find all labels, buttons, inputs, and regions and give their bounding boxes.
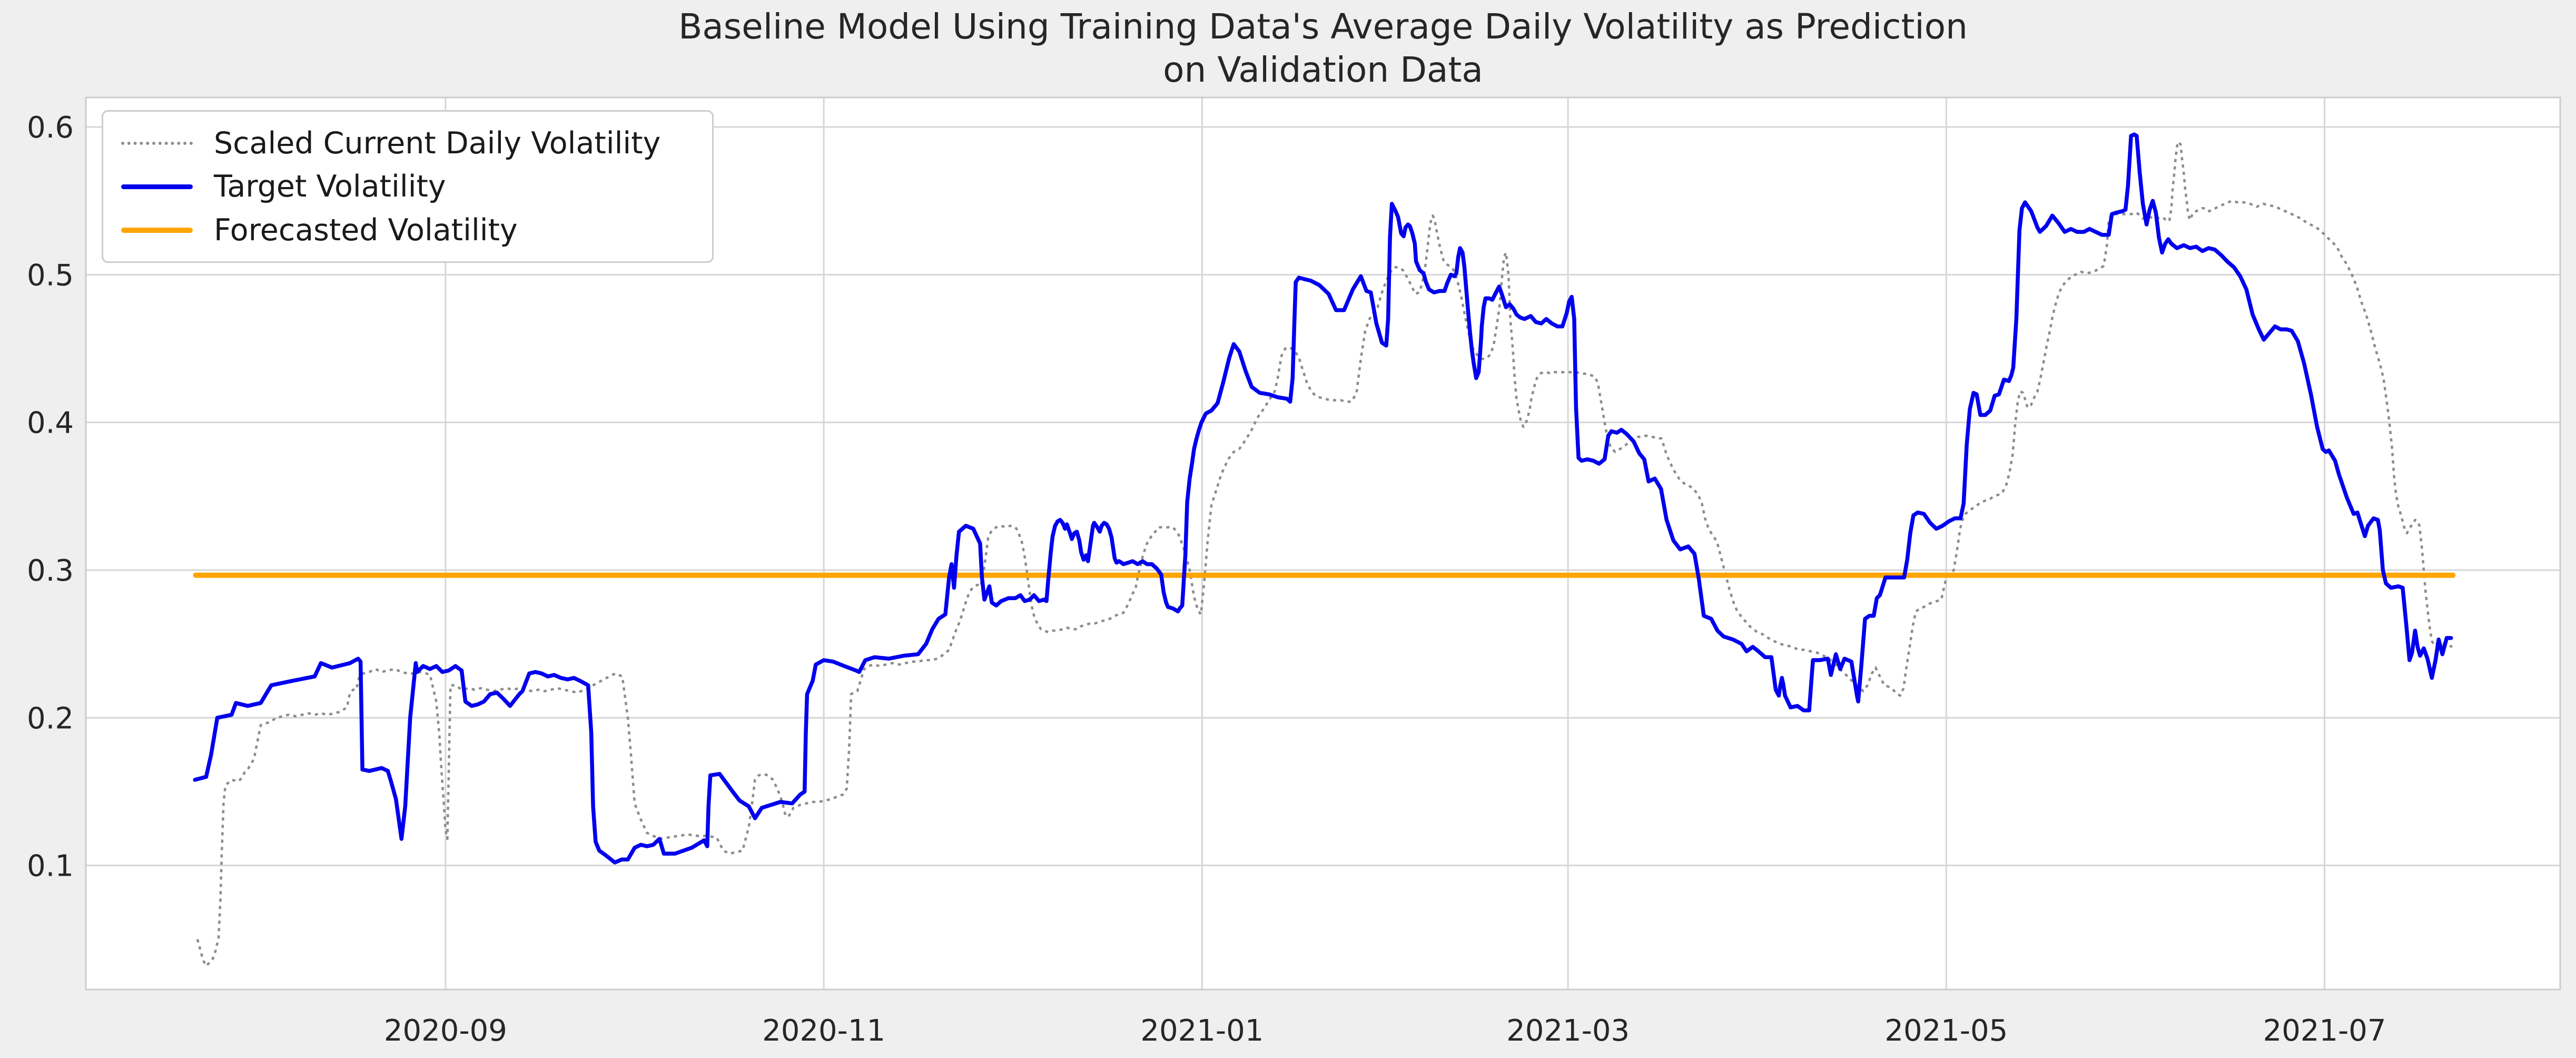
y-tick-label: 0.2 <box>27 701 74 736</box>
legend-item-target: Target Volatility <box>103 169 712 204</box>
y-tick-label: 0.3 <box>27 554 74 588</box>
y-tick-label: 0.1 <box>27 849 74 884</box>
x-tick-label: 2020-11 <box>762 1014 885 1048</box>
x-tick-label: 2021-01 <box>1140 1014 1264 1048</box>
scaled-current-daily-volatility-line <box>196 140 2453 967</box>
plot-border <box>85 96 2561 991</box>
legend-label: Scaled Current Daily Volatility <box>214 125 661 161</box>
chart-title: Baseline Model Using Training Data's Ave… <box>678 6 1968 90</box>
x-tick-label: 2021-05 <box>1884 1014 2008 1048</box>
x-tick-label: 2021-03 <box>1506 1014 1630 1048</box>
dotted-line-swatch-icon <box>121 141 193 145</box>
y-tick-label: 0.6 <box>27 111 74 145</box>
y-tick-label: 0.5 <box>27 258 74 292</box>
y-tick-label: 0.4 <box>27 406 74 440</box>
legend-label: Forecasted Volatility <box>214 212 518 248</box>
grid-lines <box>86 97 2560 990</box>
x-axis-tick-labels: 2020-09 2020-11 2021-01 2021-03 2021-05 2021-… <box>384 1014 2386 1048</box>
orange-line-swatch-icon <box>121 227 193 233</box>
blue-line-swatch-icon <box>121 184 193 189</box>
x-tick-label: 2020-09 <box>384 1014 507 1048</box>
target-volatility-line <box>193 132 2453 865</box>
y-axis-tick-labels: 0.1 0.2 0.3 0.4 0.5 0.6 <box>27 111 74 883</box>
x-tick-label: 2021-07 <box>2263 1014 2386 1048</box>
legend-item-forecast: Forecasted Volatility <box>103 213 712 248</box>
legend-label: Target Volatility <box>214 169 446 204</box>
data-series <box>193 132 2456 967</box>
legend: Scaled Current Daily Volatility Target V… <box>102 110 714 263</box>
legend-item-scaled-current: Scaled Current Daily Volatility <box>103 126 712 161</box>
